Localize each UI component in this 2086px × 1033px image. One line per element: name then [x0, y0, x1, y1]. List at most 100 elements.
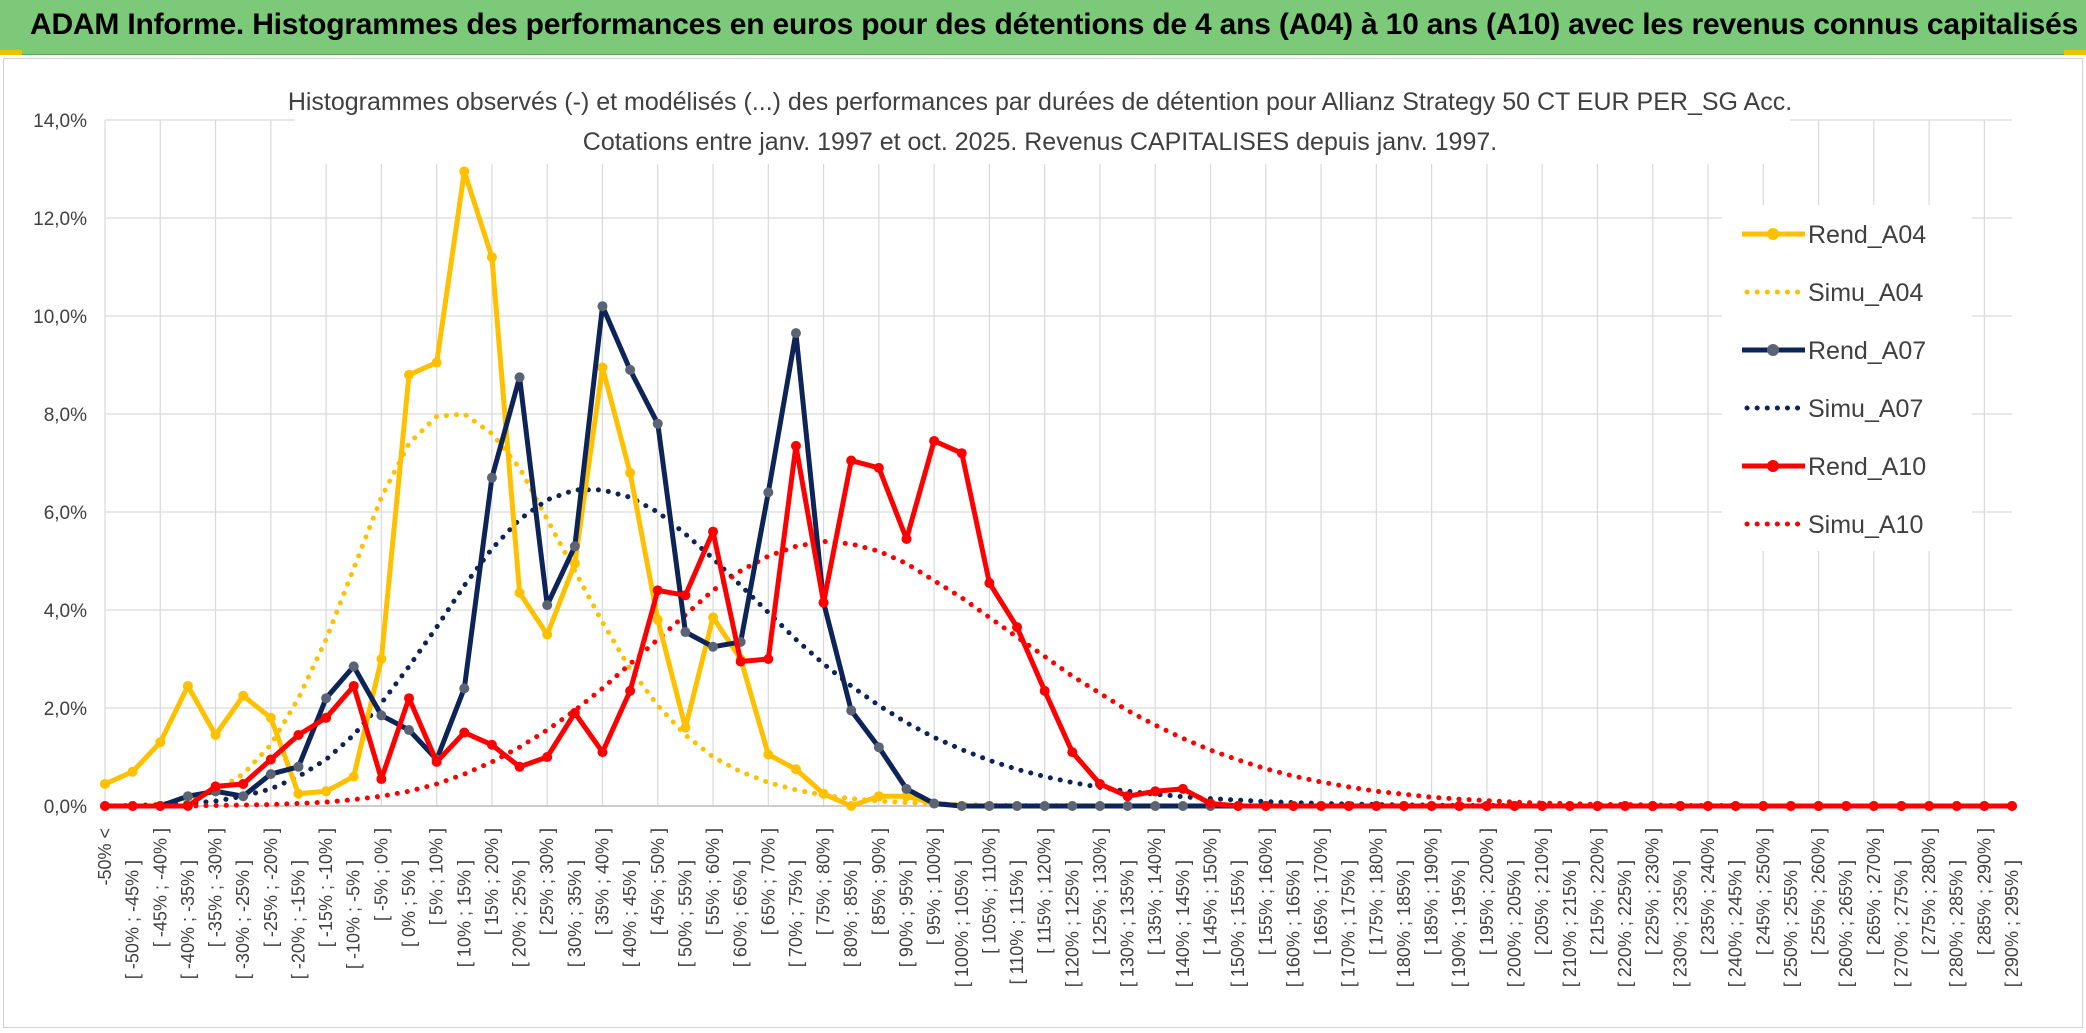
x-tick-label: [ 15% ; 20% ]	[482, 828, 502, 935]
x-tick-label: [ 155% ; 160% ]	[1256, 828, 1276, 955]
data-point	[652, 418, 663, 429]
data-point	[321, 693, 332, 704]
x-tick-label: [ 200% ; 205% ]	[1505, 860, 1525, 987]
x-tick-label: [ -15% ; -10% ]	[316, 828, 336, 947]
x-tick-label: [ 225% ; 230% ]	[1643, 828, 1663, 955]
data-point	[818, 597, 829, 608]
y-tick-label: 8,0%	[44, 405, 87, 426]
legend-label: Simu_A04	[1808, 279, 1923, 307]
data-point	[652, 614, 663, 625]
data-point	[348, 680, 359, 691]
x-tick-label: [ 170% ; 175% ]	[1339, 860, 1359, 987]
x-tick-label: [ -20% ; -15% ]	[288, 860, 308, 979]
x-tick-label: [ 275% ; 280% ]	[1919, 828, 1939, 955]
data-point	[1012, 801, 1023, 811]
header-accent-left	[0, 50, 22, 55]
x-tick-label: [ 260% ; 265% ]	[1836, 860, 1856, 987]
chart-title: Histogrammes observés (-) et modélisés (…	[288, 88, 1792, 116]
series-line	[105, 438, 2012, 809]
data-point	[293, 788, 304, 799]
data-point	[238, 690, 249, 701]
data-point	[514, 372, 525, 383]
legend-background	[1722, 205, 1972, 551]
legend-marker	[1767, 344, 1779, 356]
data-point	[1924, 801, 1935, 811]
y-tick-label: 0,0%	[44, 797, 87, 818]
data-point	[127, 801, 138, 811]
x-tick-label: [ 140% ; 145% ]	[1173, 860, 1193, 987]
data-point	[873, 791, 884, 802]
data-point	[100, 778, 110, 789]
performance-histogram-chart: 0,0% 2,0% 4,0% 6,0% 8,0% 10,0% 12,0% 14,0% -50%…	[33, 80, 2022, 987]
y-tick-label: 12,0%	[33, 209, 87, 230]
data-point	[182, 791, 193, 802]
legend-label: Simu_A10	[1808, 511, 1923, 539]
data-point	[1481, 801, 1492, 811]
data-point	[348, 771, 359, 782]
data-point	[100, 801, 110, 811]
data-point	[1122, 801, 1133, 811]
x-tick-label: [ 180% ; 185% ]	[1394, 860, 1414, 987]
x-tick-label: [ 95% ; 100% ]	[924, 828, 944, 945]
chart-subtitle: Cotations entre janv. 1997 et oct. 2025.…	[583, 128, 1497, 156]
x-axis-tick-labels: -50% < [ -50% ; -45% ] [ -45% ; -40% ] [ -4…	[95, 828, 2022, 987]
x-tick-label: [ 85% ; 90% ]	[869, 828, 889, 935]
data-point	[790, 764, 801, 775]
chart-title-area: Histogrammes observés (-) et modélisés (…	[288, 80, 1792, 164]
data-point	[1785, 801, 1796, 811]
x-tick-label: [ 165% ; 170% ]	[1311, 828, 1331, 955]
data-point	[321, 712, 332, 723]
data-point	[680, 627, 691, 638]
data-point	[1951, 801, 1962, 811]
y-tick-label: 10,0%	[33, 307, 87, 328]
x-tick-label: [ 50% ; 55% ]	[675, 860, 695, 967]
data-point	[929, 435, 940, 446]
x-tick-label: [ 5% ; 10% ]	[427, 828, 447, 925]
data-point	[404, 369, 415, 380]
x-tick-label: [ 100% ; 105% ]	[952, 860, 972, 987]
x-tick-label: [ 175% ; 180% ]	[1366, 828, 1386, 955]
x-tick-label: [ 255% ; 260% ]	[1809, 828, 1829, 955]
x-tick-label: [ 230% ; 235% ]	[1670, 860, 1690, 987]
data-point	[431, 357, 442, 368]
x-tick-label: [ 160% ; 165% ]	[1283, 860, 1303, 987]
x-tick-label: [ -25% ; -20% ]	[261, 828, 281, 947]
x-tick-label: [ 70% ; 75% ]	[786, 860, 806, 967]
data-point	[1702, 801, 1713, 811]
data-point	[597, 301, 608, 312]
legend-item: Rend_A10	[1742, 453, 1926, 481]
data-point	[1012, 622, 1023, 633]
x-tick-label: [ 60% ; 65% ]	[731, 860, 751, 967]
data-point	[873, 742, 884, 753]
data-point	[542, 629, 553, 640]
x-tick-label: [ 80% ; 85% ]	[841, 860, 861, 967]
data-point	[1398, 801, 1409, 811]
x-tick-label: [ 150% ; 155% ]	[1228, 860, 1248, 987]
x-tick-label: [ -30% ; -25% ]	[233, 860, 253, 979]
data-point	[1150, 801, 1161, 811]
data-point	[597, 362, 608, 373]
x-tick-label: [ 240% ; 245% ]	[1726, 860, 1746, 987]
data-point	[1316, 801, 1327, 811]
data-point	[1813, 801, 1824, 811]
x-tick-label: [ -40% ; -35% ]	[178, 860, 198, 979]
data-point	[486, 472, 497, 483]
x-tick-label: [ 195% ; 200% ]	[1477, 828, 1497, 955]
data-point	[459, 727, 470, 738]
data-point	[763, 487, 774, 498]
x-tick-label: [ 120% ; 125% ]	[1062, 860, 1082, 987]
x-tick-label: [ 235% ; 240% ]	[1698, 828, 1718, 955]
x-tick-label: [ -5% ; 0% ]	[371, 828, 391, 921]
x-tick-label: [ -10% ; -5% ]	[344, 860, 364, 969]
data-point	[1896, 801, 1907, 811]
data-point	[376, 774, 387, 785]
data-point	[708, 641, 719, 652]
y-tick-label: 14,0%	[33, 111, 87, 132]
data-point	[1343, 801, 1354, 811]
x-tick-label: [ 0% ; 5% ]	[399, 860, 419, 947]
x-tick-label: [ 65% ; 70% ]	[758, 828, 778, 935]
x-tick-label: [ 215% ; 220% ]	[1587, 828, 1607, 955]
data-point	[708, 612, 719, 623]
x-tick-label: [ 55% ; 60% ]	[703, 828, 723, 935]
series-rend-a10	[100, 435, 2017, 811]
